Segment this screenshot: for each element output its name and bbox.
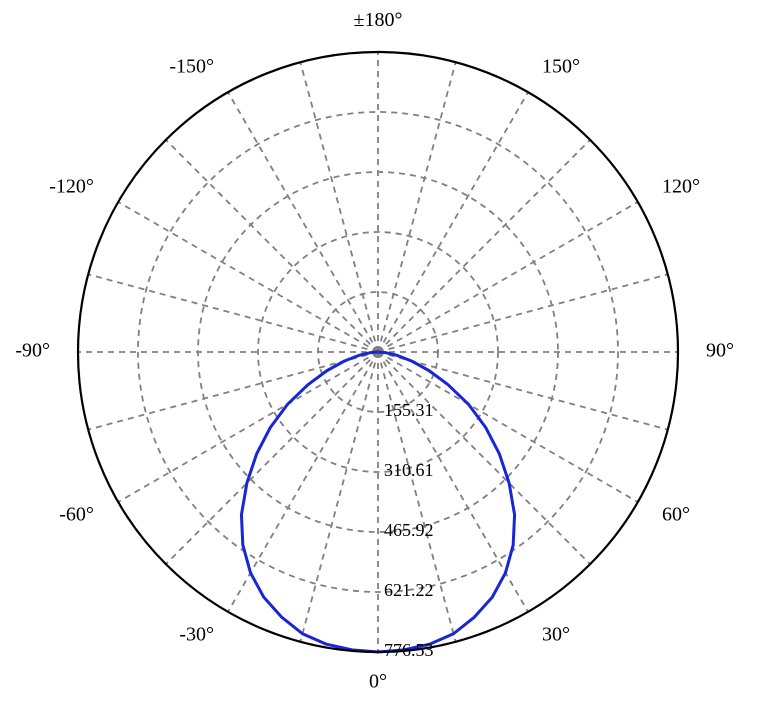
radial-tick-label: 776.53: [384, 640, 434, 660]
grid-spoke: [378, 274, 668, 352]
angle-tick-label: ±180°: [354, 9, 403, 31]
grid-spoke: [378, 62, 456, 352]
angle-tick-label: -60°: [59, 504, 94, 526]
grid-spoke: [166, 352, 378, 564]
grid-spoke: [228, 92, 378, 352]
polar-chart: 155.31 310.61 465.92 621.22 776.53 0° 30° 60° 90…: [0, 0, 757, 716]
radial-tick-label: 465.92: [384, 520, 434, 540]
grid-spoke: [378, 140, 590, 352]
grid-spoke: [378, 202, 638, 352]
grid-spoke: [378, 92, 528, 352]
grid-spoke: [88, 352, 378, 430]
angle-tick-label: 60°: [662, 504, 690, 526]
angle-tick-label: 150°: [542, 56, 580, 78]
radial-tick-label: 155.31: [384, 400, 434, 420]
grid-spoke: [88, 274, 378, 352]
angle-tick-label: -30°: [179, 624, 214, 646]
angle-tick-label: -90°: [15, 340, 50, 362]
angle-tick-label: -150°: [169, 56, 214, 78]
grid-spoke: [166, 140, 378, 352]
grid-spoke: [300, 352, 378, 642]
angle-tick-label: 0°: [369, 671, 387, 693]
radial-tick-label: 621.22: [384, 580, 434, 600]
grid-spoke: [118, 202, 378, 352]
angle-tick-label: 30°: [542, 624, 570, 646]
angle-tick-label: -120°: [49, 176, 94, 198]
angle-tick-label: 120°: [662, 176, 700, 198]
grid-spoke: [300, 62, 378, 352]
angle-tick-label: 90°: [706, 340, 734, 362]
radial-tick-label: 310.61: [384, 460, 434, 480]
